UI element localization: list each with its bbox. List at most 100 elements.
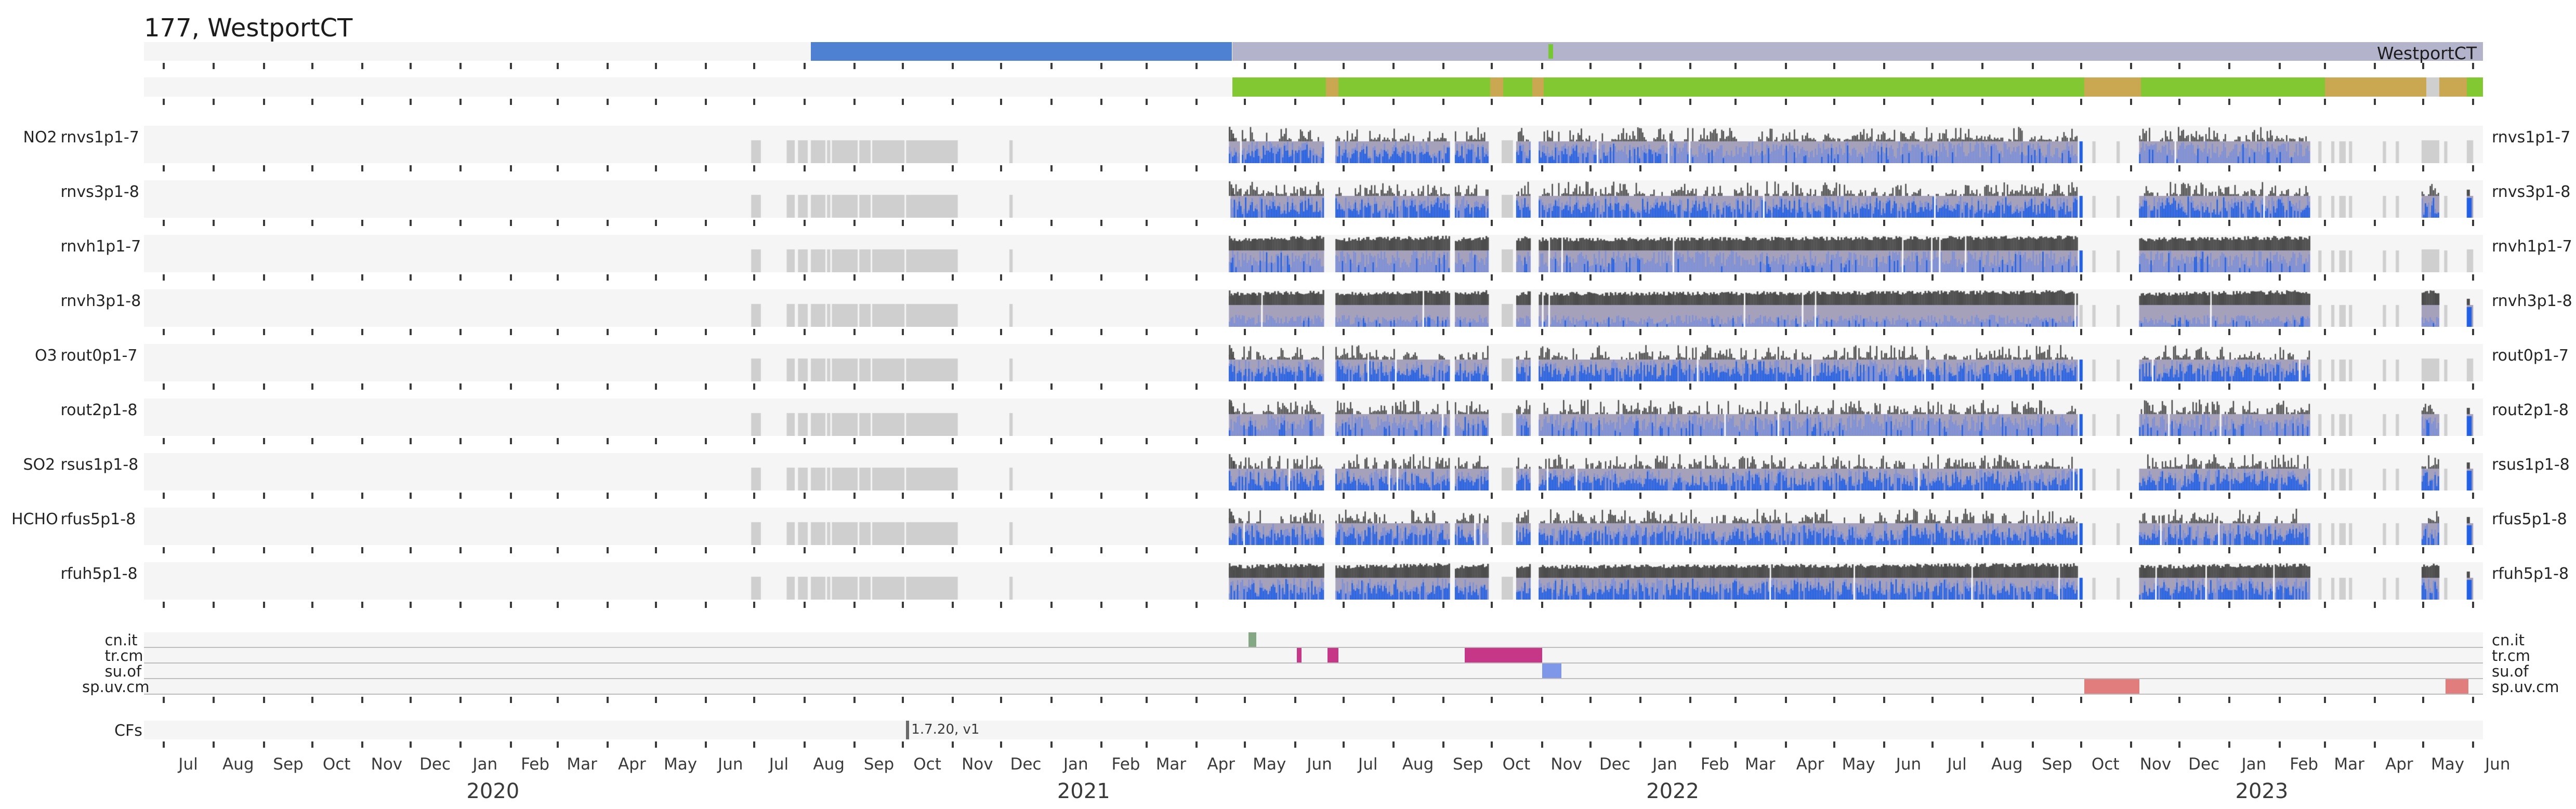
aux-rows-tick	[1442, 697, 1445, 703]
row-rfus5p1-8-tick	[1000, 547, 1003, 553]
station-track-tick	[1931, 63, 1934, 69]
row-rnvh3p1-8-tick	[803, 329, 806, 335]
row-rnvs1p1-7-tick	[1294, 165, 1296, 171]
station-track-tick	[1784, 63, 1787, 69]
row-rnvs1p1-7-tick	[2228, 165, 2231, 171]
aux-rows-tick	[1145, 697, 1148, 703]
row-rnvs3p1-8-tick	[556, 220, 559, 226]
aux-rows-tick	[1294, 697, 1296, 703]
row-rnvh1p1-7-tick	[163, 274, 165, 281]
row-rnvh1p1-7-tick	[1195, 274, 1198, 281]
row-rsus1p1-8-tick	[1145, 493, 1148, 499]
row-rnvs1p1-7-tick	[2472, 165, 2475, 171]
row-rout0p1-7-tick	[1734, 383, 1737, 390]
row-rfus5p1-8-tick	[1050, 547, 1053, 553]
row-rnvh1p1-7-tick	[2323, 274, 2326, 281]
aux-rows-tick	[410, 697, 412, 703]
month-label: Jun	[1896, 755, 1922, 774]
row-rnvh3p1-8-tick	[459, 329, 462, 335]
row-rout0p1-7-tick	[1491, 383, 1493, 390]
row-rout2p1-8-tick	[1145, 438, 1148, 444]
row-rnvh1p1-7-tick	[1342, 274, 1345, 281]
row-rfus5p1-8-tick	[213, 547, 215, 553]
row-rnvh1p1-7-tick	[1883, 274, 1885, 281]
cfs-row-tick	[311, 741, 313, 748]
presence-track-tick	[753, 99, 756, 105]
row-rnvs1p1-7-tick	[2080, 165, 2082, 171]
aux-row-segment	[1327, 648, 1339, 662]
row-rfuh5p1-8-tick	[952, 602, 954, 608]
row-rnvh3p1-8-tick	[853, 329, 856, 335]
row-rout2p1-8-tick	[753, 438, 756, 444]
row-rsus1p1-8-tick	[1589, 493, 1592, 499]
row-rout2p1-8-tick	[262, 438, 265, 444]
row-rout2p1-8-tick	[1442, 438, 1445, 444]
row-rout2p1-8-tick	[803, 438, 806, 444]
presence-track-tick	[509, 99, 512, 105]
row-rout2p1-8-tick	[2228, 438, 2231, 444]
row-rout2p1-8-tick	[1244, 438, 1246, 444]
row-rnvh3p1-8-tick	[556, 329, 559, 335]
aux-rows-tick	[262, 697, 265, 703]
month-label: Sep	[2042, 755, 2072, 774]
row-rnvh1p1-7-tick	[853, 274, 856, 281]
row-rnvs1p1-7-tick	[1342, 165, 1345, 171]
aux-row-label-right: tr.cm	[2492, 647, 2531, 665]
row-rout2p1-8-tick	[902, 438, 904, 444]
month-label: Feb	[1111, 755, 1140, 774]
row-rnvs1p1-7-tick	[902, 165, 904, 171]
year-label: 2020	[466, 779, 520, 803]
row-species-label: SO2	[23, 456, 56, 474]
station-track-tick	[606, 63, 609, 69]
row-rnvs1p1-7-tick	[1541, 165, 1543, 171]
aux-row-label-left: su.of	[104, 662, 142, 680]
aux-row-segment	[1464, 648, 1542, 662]
row-rnvs3p1-8-tick	[1541, 220, 1543, 226]
row-rnvh3p1-8-tick	[2278, 329, 2281, 335]
row-rfus5p1-8-tick	[1541, 547, 1543, 553]
row-rnvs1p1-7-tick	[1392, 165, 1395, 171]
presence-track-tick	[1833, 99, 1835, 105]
row-rfuh5p1-8-tick	[556, 602, 559, 608]
station-track-tick	[1195, 63, 1198, 69]
presence-track-tick	[1342, 99, 1345, 105]
station-track-tick	[2323, 63, 2326, 69]
row-rfuh5p1-8-tick	[1833, 602, 1835, 608]
row-rout0p1-7-tick	[1342, 383, 1345, 390]
station-track-tick	[952, 63, 954, 69]
row-rout0p1-7-tick	[655, 383, 658, 390]
row-rfuh5p1-8-tick	[1195, 602, 1198, 608]
row-rsus1p1-8-tick	[902, 493, 904, 499]
row-rfuh5p1-8-tick	[1784, 602, 1787, 608]
cfs-label: CFs	[114, 722, 142, 740]
row-rfuh5p1-8-tick	[2472, 602, 2475, 608]
row-rnvh3p1-8-tick	[2373, 329, 2376, 335]
row-rfus5p1-8-tick	[509, 547, 512, 553]
row-species-label: HCHO	[11, 510, 58, 528]
row-rout0p1-7-tick	[606, 383, 609, 390]
row-rout2p1-8-tick	[1589, 438, 1592, 444]
month-label: Feb	[2290, 755, 2319, 774]
cfs-row-tick	[1981, 741, 1984, 748]
row-rnvs1p1-7-tick	[1981, 165, 1984, 171]
row-rnvh3p1-8-tick	[1100, 329, 1102, 335]
month-label: Nov	[371, 755, 403, 774]
station-track-tick	[213, 63, 215, 69]
presence-track-tick	[1734, 99, 1737, 105]
station-track-tick	[1100, 63, 1102, 69]
row-rout2p1-8-tick	[2422, 438, 2424, 444]
month-label: Aug	[1402, 755, 1434, 774]
row-rsus1p1-8-tick	[163, 493, 165, 499]
row-rout2p1-8-tick	[705, 438, 707, 444]
cfs-row-tick	[1392, 741, 1395, 748]
row-rnvh1p1-7-tick	[459, 274, 462, 281]
cfs-row-tick	[705, 741, 707, 748]
row-rsus1p1-8-tick	[2373, 493, 2376, 499]
row-rfuh5p1-8-tick	[1294, 602, 1296, 608]
cfs-row-tick	[803, 741, 806, 748]
row-bars-canvas	[144, 562, 2493, 600]
row-rout2p1-8-tick	[1195, 438, 1198, 444]
station-track-tick	[1442, 63, 1445, 69]
row-rnvs3p1-8-tick	[2130, 220, 2132, 226]
row-rnvs1p1-7-tick	[459, 165, 462, 171]
